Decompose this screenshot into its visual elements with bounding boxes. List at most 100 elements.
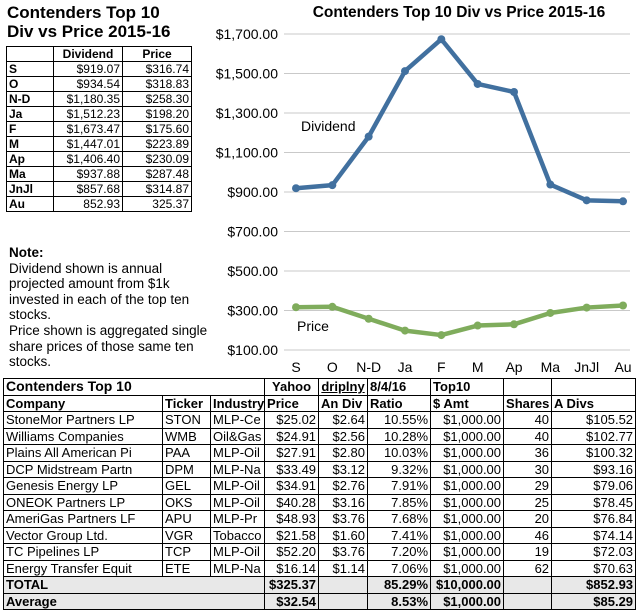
total-price: $325.37 — [264, 576, 320, 594]
cell-amount: $1,000.00 — [430, 543, 505, 561]
cell-amount: $1,000.00 — [430, 510, 505, 528]
x-tick-label: Au — [614, 359, 631, 375]
summary-row-label: N-D — [6, 91, 54, 107]
cell-price: $40.28 — [264, 493, 320, 511]
series-point-price — [582, 303, 591, 312]
series-point-dividend — [292, 184, 300, 193]
cell-shares: 25 — [503, 493, 553, 511]
series-point-price — [546, 308, 555, 317]
cell-price: $48.93 — [264, 510, 320, 528]
holding-row: DCP Midstream Partn DPM MLP-Na $33.49 $3.12 9… — [3, 460, 637, 478]
column-header-industry: Industry — [209, 394, 266, 412]
cell-ratio: 7.20% — [367, 543, 432, 561]
series-point-dividend — [437, 35, 446, 44]
x-tick-label: S — [291, 359, 300, 375]
cell-price: $27.91 — [264, 444, 320, 462]
average-blank — [503, 592, 553, 610]
cell-annual-dividends: $79.06 — [551, 477, 637, 495]
average-adivs: $85.29 — [551, 592, 637, 610]
cell-industry: Tobacco — [209, 526, 266, 544]
note-text-dividend: Dividend shown is annual projected amoun… — [9, 260, 190, 323]
x-tick-label: Ap — [505, 359, 522, 375]
cell-annual-dividend: $3.76 — [318, 510, 369, 528]
column-header-annual-dividends: A Divs — [551, 394, 637, 412]
holding-row: AmeriGas Partners LF APU MLP-Pr $48.93 $3.76… — [3, 510, 637, 528]
cell-company: DCP Midstream Partn — [3, 460, 163, 478]
cell-industry: MLP-Ce — [209, 411, 266, 429]
x-tick-label: M — [472, 359, 484, 375]
cell-annual-dividends: $78.45 — [551, 493, 637, 511]
summary-row: Ma $937.88 $287.48 — [6, 166, 192, 182]
cell-ratio: 10.03% — [367, 444, 432, 462]
y-tick-label: $300.00 — [227, 303, 278, 319]
column-header-ticker: Ticker — [162, 394, 211, 412]
series-point-price — [364, 314, 373, 323]
series-point-price — [619, 301, 627, 310]
summary-title-line2: Div vs Price 2015-16 — [7, 22, 171, 41]
cell-amount: $1,000.00 — [430, 411, 505, 429]
summary-row-price: $258.30 — [122, 91, 192, 107]
average-row: Average $32.54 8.53% $1,000.00 $85.29 — [2, 592, 637, 610]
cell-industry: MLP-Oil — [209, 493, 266, 511]
y-tick-label: $900.00 — [227, 184, 278, 200]
cell-ticker: GEL — [162, 477, 211, 495]
driplny-header: driplny — [318, 378, 369, 396]
yahoo-header: Yahoo — [264, 378, 320, 396]
holding-row: ONEOK Partners LP OKS MLP-Oil $40.28 $3.16 7.… — [3, 493, 637, 511]
summary-row: Au 852.93 325.37 — [6, 196, 192, 212]
cell-price: $16.14 — [264, 559, 320, 577]
cell-annual-dividend: $3.12 — [318, 460, 369, 478]
column-header-shares: Shares — [503, 394, 553, 412]
cell-annual-dividend: $1.14 — [318, 559, 369, 577]
cell-annual-dividend: $2.56 — [318, 427, 369, 445]
cell-amount: $1,000.00 — [430, 444, 505, 462]
summary-row-dividend: 852.93 — [53, 196, 123, 212]
cell-shares: 29 — [503, 477, 553, 495]
cell-industry: MLP-Oil — [209, 444, 266, 462]
cell-shares: 46 — [503, 526, 553, 544]
cell-ticker: OKS — [162, 493, 211, 511]
blank-header-cell — [551, 378, 637, 396]
cell-amount: $1,000.00 — [430, 493, 505, 511]
holdings-group-header-row: Contenders Top 10 Yahoo driplny 8/4/16 T… — [2, 378, 637, 396]
x-tick-label: Ma — [541, 359, 561, 375]
cell-industry: MLP-Na — [209, 559, 266, 577]
cell-ratio: 10.28% — [367, 427, 432, 445]
cell-industry: MLP-Pr — [209, 510, 266, 528]
holding-row: Vector Group Ltd. VGR Tobacco $21.58 $1.60 7.… — [3, 526, 637, 544]
top10-header: Top10 — [430, 378, 505, 396]
cell-ratio: 7.41% — [367, 526, 432, 544]
cell-price: $21.58 — [264, 526, 320, 544]
chart-title: Contenders Top 10 Div vs Price 2015-16 — [313, 4, 606, 21]
summary-row-price: $318.83 — [122, 76, 192, 92]
cell-price: $25.02 — [264, 411, 320, 429]
series-point-dividend — [473, 79, 482, 88]
note-text-price: Price shown is aggregated single share p… — [9, 322, 208, 370]
summary-row-price: 325.37 — [122, 196, 192, 212]
summary-table: Dividend Price S $919.07 $316.74 O $934.54 $3… — [6, 46, 192, 212]
y-tick-label: $700.00 — [227, 224, 278, 240]
cell-annual-dividend: $2.80 — [318, 444, 369, 462]
cell-annual-dividend: $2.64 — [318, 411, 369, 429]
cell-shares: 40 — [503, 427, 553, 445]
series-point-price — [437, 331, 446, 340]
total-blank — [318, 576, 369, 594]
x-tick-label: Ja — [398, 359, 413, 375]
total-label: TOTAL — [2, 576, 266, 594]
cell-amount: $1,000.00 — [430, 460, 505, 478]
cell-amount: $1,000.00 — [430, 477, 505, 495]
cell-shares: 19 — [503, 543, 553, 561]
holding-row: TC Pipelines LP TCP MLP-Oil $52.20 $3.76 7.20… — [3, 543, 637, 561]
column-header-annual-dividend: An Div — [318, 394, 369, 412]
cell-company: Vector Group Ltd. — [3, 526, 163, 544]
cell-industry: MLP-Na — [209, 460, 266, 478]
summary-title-line1: Contenders Top 10 — [7, 3, 160, 22]
series-point-dividend — [619, 197, 627, 206]
cell-industry: MLP-Oil — [209, 543, 266, 561]
cell-annual-dividend: $1.60 — [318, 526, 369, 544]
series-point-dividend — [510, 87, 518, 96]
cell-shares: 30 — [503, 460, 553, 478]
series-label-price: Price — [297, 318, 329, 334]
cell-ticker: VGR — [162, 526, 211, 544]
cell-annual-dividends: $70.63 — [551, 559, 637, 577]
